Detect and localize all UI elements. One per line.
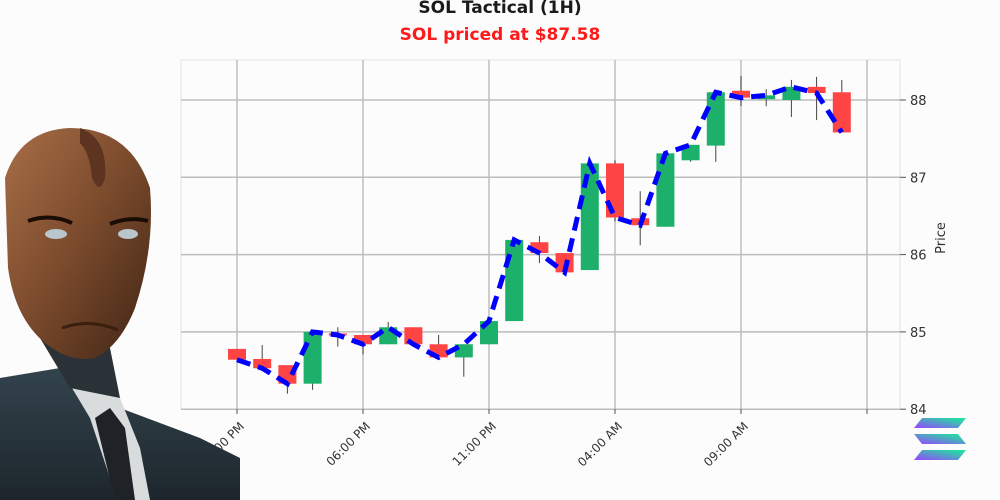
android-avatar-image xyxy=(0,128,240,500)
y-tick-label: 87 xyxy=(910,171,927,186)
candle-up xyxy=(505,239,524,322)
chart-title: SOL Tactical (1H) xyxy=(418,0,582,18)
x-tick-label: 09:00 AM xyxy=(701,419,751,469)
candle-up xyxy=(706,92,725,146)
x-tick-label: 06:00 PM xyxy=(324,419,373,468)
candle-up xyxy=(757,95,776,100)
candle-up xyxy=(580,163,599,271)
price-subtitle: SOL priced at $87.58 xyxy=(399,25,601,45)
candle-up xyxy=(656,153,675,227)
y-tick-label: 88 xyxy=(910,94,927,109)
candle-down xyxy=(228,348,246,360)
x-tick-label: 11:00 PM xyxy=(450,419,499,468)
candle-down xyxy=(732,90,750,98)
y-tick-label: 85 xyxy=(910,326,927,341)
x-tick-label: 04:00 AM xyxy=(575,419,625,469)
solana-logo-icon xyxy=(914,418,966,460)
y-axis-label: Price xyxy=(934,222,949,254)
candle-up xyxy=(303,331,322,384)
close-price-line xyxy=(236,84,844,388)
y-tick-label: 84 xyxy=(910,403,927,418)
plot-area xyxy=(180,59,901,410)
candle-down xyxy=(354,334,372,345)
candle-down xyxy=(253,358,272,369)
candle-up xyxy=(454,344,473,358)
candle-down xyxy=(530,242,549,254)
candle-down xyxy=(807,86,826,94)
y-tick-label: 86 xyxy=(910,249,927,264)
candle-down xyxy=(832,92,851,133)
